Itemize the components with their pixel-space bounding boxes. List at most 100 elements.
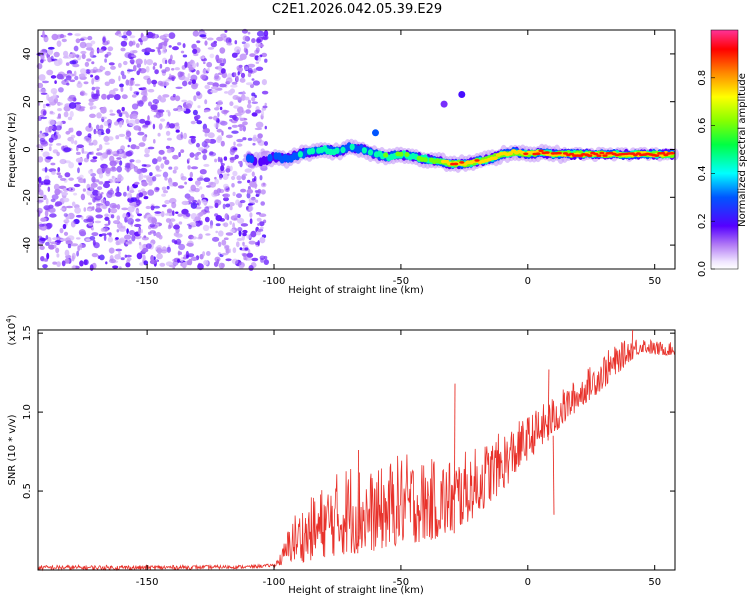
noise-blob xyxy=(89,69,97,74)
noise-blob xyxy=(91,151,94,155)
x-tick-label: 0 xyxy=(525,276,531,287)
noise-blob xyxy=(181,200,189,206)
noise-blob xyxy=(207,47,215,50)
noise-blob xyxy=(199,34,207,38)
noise-blob xyxy=(218,64,222,72)
noise-blob xyxy=(197,236,203,240)
noise-blob xyxy=(191,62,197,69)
noise-blob xyxy=(237,227,243,232)
noise-blob xyxy=(55,125,62,131)
noise-blob xyxy=(207,88,214,95)
noise-blob xyxy=(69,53,73,58)
noise-blob xyxy=(188,177,193,182)
noise-blob xyxy=(154,213,162,217)
noise-blob xyxy=(255,199,259,203)
noise-blob xyxy=(81,147,85,154)
noise-blob xyxy=(73,45,79,52)
noise-blob xyxy=(224,213,229,220)
noise-blob xyxy=(65,240,73,245)
noise-blob xyxy=(136,252,143,260)
noise-blob xyxy=(178,151,182,158)
noise-blob xyxy=(187,73,191,79)
noise-blob xyxy=(90,185,94,191)
noise-blob xyxy=(242,137,247,141)
noise-blob xyxy=(45,156,53,160)
noise-blob xyxy=(231,52,238,58)
noise-blob xyxy=(147,88,155,93)
noise-blob xyxy=(239,199,246,204)
noise-blob xyxy=(45,103,50,107)
noise-blob xyxy=(249,180,256,188)
noise-blob xyxy=(99,254,105,261)
noise-blob xyxy=(78,178,86,183)
noise-blob xyxy=(164,213,170,216)
noise-blob xyxy=(169,218,176,222)
noise-blob xyxy=(220,33,227,38)
noise-blob xyxy=(223,156,228,161)
noise-blob xyxy=(196,177,204,181)
noise-blob xyxy=(218,230,224,237)
noise-blob xyxy=(49,110,54,114)
noise-blob xyxy=(246,103,252,109)
noise-blob xyxy=(76,250,79,257)
noise-blob xyxy=(239,117,245,122)
noise-blob xyxy=(201,199,207,204)
colorbar-frame xyxy=(710,29,739,270)
noise-blob xyxy=(246,189,254,194)
noise-blob xyxy=(153,205,161,209)
noise-blob xyxy=(256,30,265,37)
noise-blob xyxy=(203,61,206,65)
noise-blob xyxy=(67,32,73,36)
noise-blob xyxy=(88,101,94,106)
noise-blob xyxy=(140,229,143,234)
y-tick-label: 20 xyxy=(22,95,33,108)
noise-blob xyxy=(256,136,262,144)
noise-blob xyxy=(104,223,110,226)
noise-blob xyxy=(252,142,256,146)
noise-blob xyxy=(152,158,158,165)
noise-blob xyxy=(182,43,186,49)
noise-blob xyxy=(201,141,208,148)
noise-blob xyxy=(103,120,109,127)
noise-blob xyxy=(246,192,251,199)
noise-blob xyxy=(248,70,253,73)
noise-blob xyxy=(50,55,54,61)
noise-blob xyxy=(107,46,114,52)
noise-blob xyxy=(108,247,115,254)
noise-blob xyxy=(248,240,256,245)
noise-blob xyxy=(47,236,52,243)
noise-blob xyxy=(89,51,94,57)
noise-blob xyxy=(132,40,136,46)
noise-blob xyxy=(45,241,50,246)
noise-blob xyxy=(135,210,140,213)
snr-spike xyxy=(453,383,456,534)
snr-y-multiplier: (x104) xyxy=(5,314,18,345)
noise-blob xyxy=(65,62,70,66)
noise-blob xyxy=(144,147,150,154)
noise-blob xyxy=(42,110,47,116)
noise-blob xyxy=(248,197,257,204)
noise-blob xyxy=(221,252,229,256)
noise-blob xyxy=(118,152,124,158)
noise-blob xyxy=(159,262,166,267)
noise-blob xyxy=(144,120,151,126)
noise-blob xyxy=(53,183,60,191)
ridge-cell xyxy=(523,152,529,156)
x-tick-label: -150 xyxy=(136,276,159,287)
noise-blob xyxy=(79,91,84,96)
noise-blob xyxy=(91,86,96,91)
ridge-cell xyxy=(334,147,340,154)
noise-blob xyxy=(160,118,166,122)
ridge-cell xyxy=(660,151,666,155)
noise-blob xyxy=(94,131,102,134)
noise-blob xyxy=(125,118,129,124)
snr-spike xyxy=(631,329,634,360)
noise-blob xyxy=(104,70,111,76)
noise-blob xyxy=(149,223,156,228)
noise-blob xyxy=(254,94,257,98)
ridge-cell xyxy=(654,154,660,157)
noise-blob xyxy=(44,175,50,180)
noise-blob xyxy=(177,251,182,255)
noise-blob xyxy=(39,114,44,118)
noise-blob xyxy=(251,112,258,117)
